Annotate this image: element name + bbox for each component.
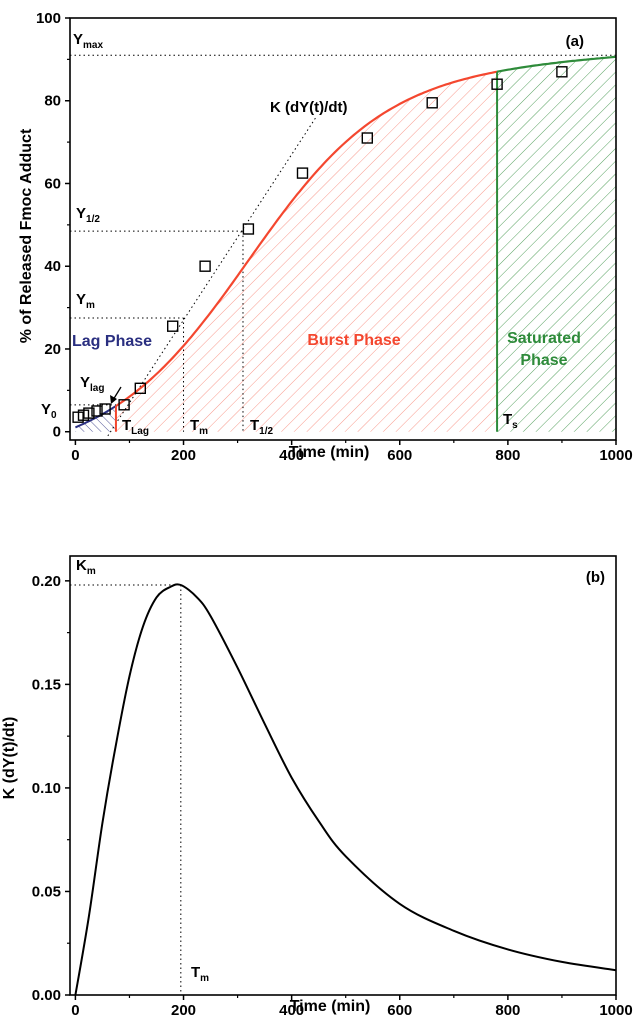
data-point (83, 407, 95, 419)
panel-b-y-axis-label: K (dY(t)/dt) (1, 717, 18, 800)
panel-b-plot-frame (69, 555, 617, 996)
x-tick-label: 600 (387, 1002, 412, 1019)
x-tick-label: 800 (495, 1002, 520, 1019)
x-tick-label: 200 (171, 447, 196, 464)
data-point (361, 132, 373, 144)
data-point (99, 403, 111, 415)
data-point (426, 97, 438, 109)
panel-b: 0 200 400 600 800 1000 0.00 0.05 0.10 0.15 0.20 (b… (1, 555, 633, 1019)
x-tick-label: 1000 (599, 447, 632, 464)
saturated-phase-fill (497, 56, 616, 432)
panel-a-curves (74, 55, 617, 432)
panel-b-label: (b) (586, 569, 605, 586)
lag-phase-label: Lag Phase (72, 333, 152, 350)
k-m-label: K (76, 557, 87, 574)
burst-phase-label: Burst Phase (307, 332, 400, 349)
t-m-annotation: Tm (190, 417, 208, 437)
k-curve (74, 583, 617, 996)
y-half-sub: 1/2 (86, 214, 100, 225)
panel-a-axis-ticks: 0 200 400 600 800 1000 0 20 40 60 80 100 (36, 10, 633, 464)
saturated-phase-label-line1: Saturated (507, 330, 581, 347)
t-s-sub: s (512, 420, 518, 431)
panel-b-curves (74, 583, 617, 996)
panel-a-data-points (72, 66, 568, 423)
y-tick-label: 0.20 (32, 573, 61, 590)
y-max-label: Y (73, 31, 83, 48)
burst-phase-fill (115, 71, 498, 432)
panel-a-label: (a) (566, 33, 584, 50)
x-tick-label: 1000 (599, 1002, 632, 1019)
x-tick-label: 400 (279, 447, 304, 464)
data-point (296, 167, 309, 179)
y-tick-label: 80 (44, 93, 61, 110)
y-half-label: Y (76, 205, 86, 222)
data-point (242, 223, 255, 235)
t-half-sub: 1/2 (259, 426, 273, 437)
t-lag-label: T (122, 417, 131, 434)
y-tick-label: 0.00 (32, 987, 61, 1004)
y-lag-sub: lag (90, 383, 104, 394)
y-m-label: Y (76, 291, 86, 308)
data-point (91, 405, 103, 417)
t-s-annotation: Ts (503, 411, 518, 431)
y-max-annotation: Ymax (73, 31, 103, 51)
x-tick-label: 200 (171, 1002, 196, 1019)
y0-annotation: Y0 (41, 401, 57, 421)
t-m-label: T (190, 417, 199, 434)
t-s-label: T (503, 411, 512, 428)
y-tick-label: 60 (44, 175, 61, 192)
t-m-sub: m (199, 426, 208, 437)
tangent-label: K (dY(t)/dt) (270, 99, 347, 116)
x-tick-label: 400 (279, 1002, 304, 1019)
t-m-b-annotation: Tm (191, 964, 209, 984)
saturated-phase-curve (496, 55, 617, 73)
y-tick-label: 0 (53, 424, 61, 441)
t-m-b-sub: m (200, 973, 209, 984)
x-tick-label: 0 (71, 1002, 79, 1019)
panel-b-x-axis-label: Time (min) (290, 998, 371, 1015)
data-point (491, 78, 503, 90)
t-m-b-label: T (191, 964, 200, 981)
panel-b-guide-lines (70, 584, 182, 995)
t-half-annotation: T1/2 (250, 417, 274, 437)
t-lag-annotation: TLag (122, 417, 149, 437)
data-point (118, 399, 130, 411)
panel-a-plot-frame (69, 17, 617, 441)
data-point (556, 66, 568, 78)
burst-phase-curve (115, 70, 498, 407)
x-tick-label: 800 (495, 447, 520, 464)
panel-b-axis-ticks: 0 200 400 600 800 1000 0.00 0.05 0.10 0.15 0.20 (32, 573, 633, 1019)
data-point (199, 260, 211, 272)
panel-a-fills (75, 56, 616, 432)
x-tick-label: 600 (387, 447, 412, 464)
panel-a-x-axis-label: Time (min) (289, 444, 370, 461)
saturated-phase-label-line2: Phase (520, 352, 567, 369)
k-m-sub: m (87, 566, 96, 577)
t-half-label: T (250, 417, 259, 434)
y-tick-label: 40 (44, 258, 61, 275)
y-lag-label: Y (80, 374, 90, 391)
data-point (134, 382, 147, 394)
y-m-annotation: Ym (76, 291, 95, 311)
lag-phase-curve (74, 405, 117, 429)
y-half-annotation: Y1/2 (76, 205, 100, 225)
t-lag-sub: Lag (131, 426, 149, 437)
y0-sub: 0 (51, 410, 57, 421)
panel-a: 0 200 400 600 800 1000 0 20 40 60 80 100 (a) Time (… (18, 10, 633, 464)
lag-arrow (110, 386, 122, 404)
y-tick-label: 20 (44, 341, 61, 358)
y-tick-label: 100 (36, 10, 61, 27)
y-tick-label: 0.05 (32, 883, 61, 900)
y-tick-label: 0.15 (32, 676, 61, 693)
k-m-annotation: Km (76, 557, 96, 577)
y-lag-annotation: Ylag (80, 374, 104, 394)
x-tick-label: 0 (71, 447, 79, 464)
data-point (166, 320, 179, 332)
y0-label: Y (41, 401, 51, 418)
y-m-sub: m (86, 300, 95, 311)
y-tick-label: 0.10 (32, 780, 61, 797)
panel-a-y-axis-label: % of Released Fmoc Adduct (18, 128, 35, 343)
y-max-sub: max (83, 40, 103, 51)
